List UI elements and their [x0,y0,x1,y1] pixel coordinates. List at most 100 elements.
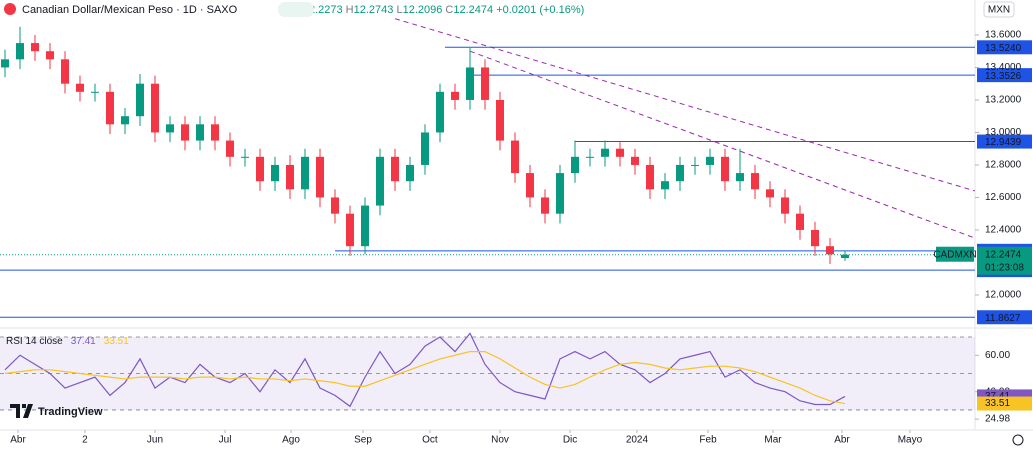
candle-body [825,246,834,255]
rsi-y-tick-label: 60.00 [985,350,1010,361]
x-tick-label: Mayo [898,435,923,446]
level-label-bg [977,134,1032,149]
candle-body [555,173,564,214]
candle-body [210,124,219,141]
currency-box[interactable] [983,1,1015,18]
high: 12.2743 [354,4,394,16]
candle-body [285,164,294,190]
level-label: 13.3526 [985,71,1022,82]
candle-body [645,164,654,190]
candle-body [540,197,549,214]
level-label-bg [977,68,1032,83]
candle-body [435,91,444,133]
candle-body [585,156,594,158]
candle-body [705,156,714,165]
x-tick-label: Mar [764,435,782,446]
x-tick-label: Feb [699,435,717,446]
rsi-y-tick-label: 24.98 [985,414,1010,425]
candle-body [630,156,639,165]
countdown: 01:23:08 [985,262,1024,273]
x-tick-label: 2024 [626,435,649,446]
level-label: 11.8627 [985,313,1021,324]
candle-body [570,156,579,174]
candle-body [480,67,489,100]
y-tick-label: 12.6000 [985,192,1022,203]
candle-body [720,156,729,182]
candle-body [0,59,9,68]
candle-body [75,83,84,92]
candle-body [180,124,189,141]
candle-body [600,148,609,157]
candle-body [360,205,369,247]
symbol-tag: CADMXN [933,249,976,260]
candle-body [150,83,159,133]
candle-body [765,189,774,198]
y-tick-label: 13.0000 [985,127,1022,138]
candle-body [675,164,684,182]
watermark: TradingView [38,406,103,418]
last-price-bg [977,246,1032,275]
low: 12.2096 [403,4,443,16]
rsi-line [4,350,846,405]
candle-body [255,156,264,182]
y-tick-label: 13.6000 [985,30,1022,41]
candle-body [225,140,234,157]
candle-body [405,164,414,182]
y-tick-label: 13.4000 [985,62,1022,73]
x-tick-label: Abr [10,435,26,446]
candle-body [195,124,204,141]
rsi-title: RSI 14 close [6,336,63,347]
candle-body [315,156,324,198]
last-price: 12.2474 [985,249,1022,260]
candle-body [240,156,249,158]
settings-gear[interactable] [1012,434,1024,446]
candle-body [780,197,789,214]
rsi-legend-value: 37.41 [71,336,96,347]
h-label: H [346,4,354,16]
rsi-value: 33.51 [985,398,1010,409]
level-label: 12.9439 [985,137,1022,148]
y-tick-label: 13.2000 [985,95,1022,106]
candle-body [735,173,744,182]
candle-body [165,124,174,133]
change-pct: (+0.16%) [539,4,584,16]
candle-body [840,254,849,259]
candle-body [90,91,99,93]
level-label: 13.5240 [985,43,1022,54]
symbol-icon [4,3,16,15]
x-tick-label: Jun [147,435,163,446]
symbol[interactable]: Canadian Dollar/Mexican Peso · 1D · SAXO [22,4,238,16]
candle-body [390,156,399,182]
candle-body [660,181,669,190]
y-tick-label: 12.0000 [985,290,1022,301]
candle-body [795,213,804,230]
x-tick-label: Jul [219,435,232,446]
logo [10,404,33,418]
candle-body [15,43,24,60]
candle-body [300,156,309,190]
change: +0.0201 [496,4,536,16]
candle-body [270,164,279,182]
x-tick-label: Dic [563,435,577,446]
rsi-legend-value: 33.51 [104,336,129,347]
candle-body [45,51,54,60]
candle-body [510,140,519,174]
candle-body [330,197,339,214]
rsi-value-bg [977,396,1032,411]
status-pill[interactable] [278,2,314,17]
candle-body [810,229,819,247]
x-tick-label: Abr [834,435,850,446]
level-label-bg [977,40,1032,55]
candle-body [105,91,114,125]
candle-body [375,156,384,206]
candle-body [345,213,354,247]
x-tick-label: Ago [282,435,300,446]
x-tick-label: Sep [354,435,372,446]
c-label: C [445,4,453,16]
candle-body [525,173,534,198]
y-tick-label: 12.4000 [985,225,1022,236]
l-label: L [396,4,402,16]
candle-body [120,116,129,125]
x-tick-label: Oct [422,435,438,446]
